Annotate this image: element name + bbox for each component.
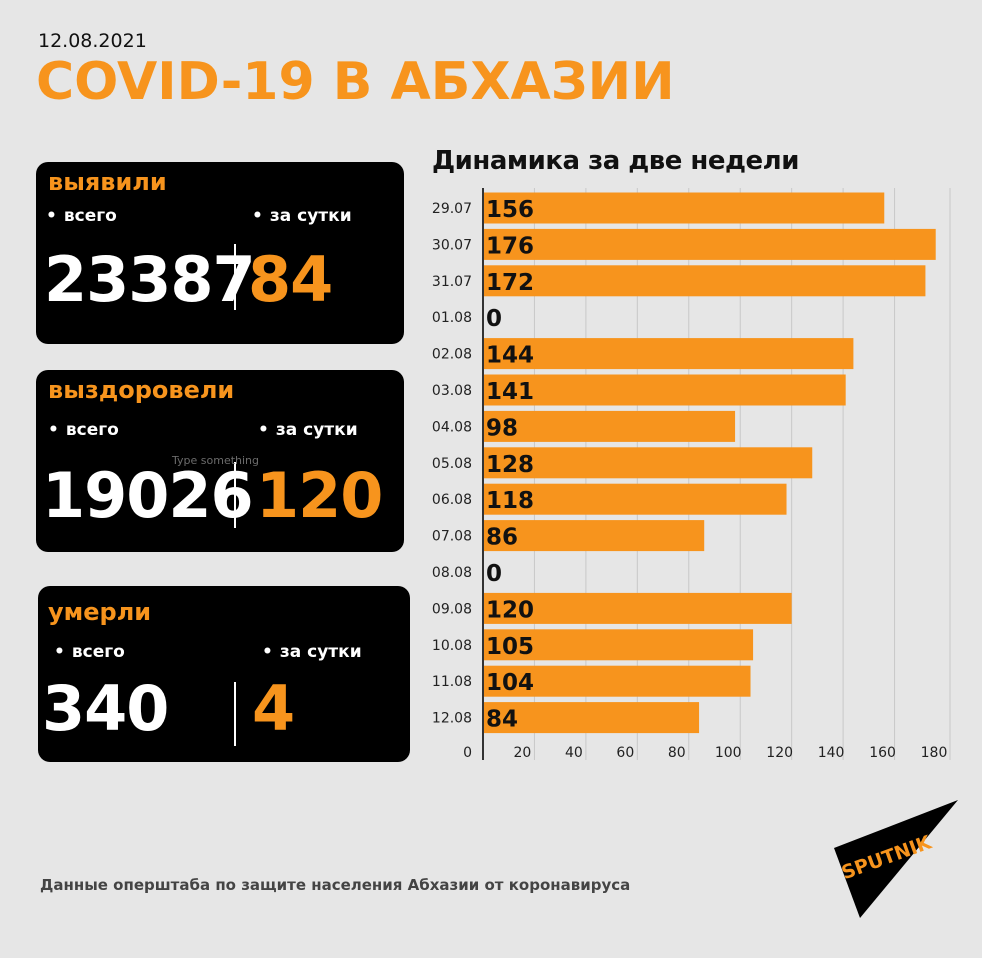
data-label: 105 [486, 634, 534, 660]
tick-label: 160 [869, 745, 896, 761]
category-label: 10.08 [432, 638, 472, 654]
category-label: 02.08 [432, 347, 472, 363]
card-detected: выявили всего за сутки 23387 84 [36, 162, 404, 344]
data-label: 0 [486, 306, 502, 332]
tick-label: 0 [463, 745, 472, 761]
category-label: 12.08 [432, 711, 472, 727]
source-note: Данные оперштаба по защите населения Абх… [40, 876, 631, 894]
data-label: 86 [486, 525, 518, 551]
card-label: выздоровели [48, 376, 235, 404]
bar [483, 629, 754, 661]
tick-label: 40 [565, 745, 583, 761]
card-label: выявили [48, 168, 167, 196]
category-label: 31.07 [432, 274, 472, 290]
daily-value: 4 [252, 672, 295, 745]
total-label: всего [54, 642, 125, 662]
total-label: всего [48, 420, 119, 440]
report-date: 12.08.2021 [38, 30, 147, 52]
category-label: 08.08 [432, 565, 472, 581]
data-label: 176 [486, 233, 534, 259]
category-label: 07.08 [432, 529, 472, 545]
bar [483, 410, 736, 442]
bar [483, 665, 751, 697]
daily-value: 120 [256, 459, 383, 532]
tick-label: 140 [818, 745, 845, 761]
bar [483, 520, 705, 552]
data-label: 0 [486, 561, 502, 587]
data-label: 104 [486, 670, 534, 696]
data-label: 120 [486, 597, 534, 623]
category-label: 29.07 [432, 201, 472, 217]
category-label: 04.08 [432, 419, 472, 435]
total-value: 340 [42, 672, 169, 745]
category-label: 05.08 [432, 456, 472, 472]
bar [483, 592, 792, 624]
bar [483, 374, 846, 406]
card-recovered: выздоровели всего за сутки 19026 120 [36, 370, 404, 552]
card-label: умерли [48, 598, 152, 626]
category-label: 11.08 [432, 674, 472, 690]
chart-title: Динамика за две недели [432, 146, 799, 176]
total-label: всего [46, 206, 117, 226]
data-label: 98 [486, 415, 518, 441]
category-label: 09.08 [432, 601, 472, 617]
data-label: 118 [486, 488, 534, 514]
category-label: 30.07 [432, 237, 472, 253]
data-label: 144 [486, 343, 534, 369]
bar [483, 338, 854, 370]
divider [234, 682, 236, 746]
bar [483, 192, 885, 224]
total-value: 23387 [44, 243, 256, 316]
daily-value: 84 [248, 243, 333, 316]
bar [483, 702, 700, 734]
data-label: 156 [486, 197, 534, 223]
data-label: 141 [486, 379, 534, 405]
tick-label: 180 [921, 745, 948, 761]
divider [234, 244, 236, 310]
tick-label: 100 [715, 745, 742, 761]
bar [483, 483, 787, 515]
category-label: 01.08 [432, 310, 472, 326]
tick-label: 20 [514, 745, 532, 761]
bar [483, 447, 813, 479]
daily-label: за сутки [262, 642, 362, 662]
tick-label: 120 [766, 745, 793, 761]
page-title: COVID-19 В АБХАЗИИ [36, 52, 675, 112]
placeholder-hint: Type something [172, 454, 260, 467]
category-label: 03.08 [432, 383, 472, 399]
daily-label: за сутки [252, 206, 352, 226]
divider [234, 462, 236, 528]
daily-label: за сутки [258, 420, 358, 440]
bar [483, 265, 926, 297]
data-label: 128 [486, 452, 534, 478]
tick-label: 60 [616, 745, 634, 761]
data-label: 84 [486, 707, 518, 733]
sputnik-logo: SPUTNIK [834, 800, 958, 918]
bar [483, 228, 936, 260]
card-deaths: умерли всего за сутки 340 4 [38, 586, 410, 762]
category-label: 06.08 [432, 492, 472, 508]
total-value: 19026 [42, 459, 254, 532]
data-label: 172 [486, 270, 534, 296]
tick-label: 80 [668, 745, 686, 761]
